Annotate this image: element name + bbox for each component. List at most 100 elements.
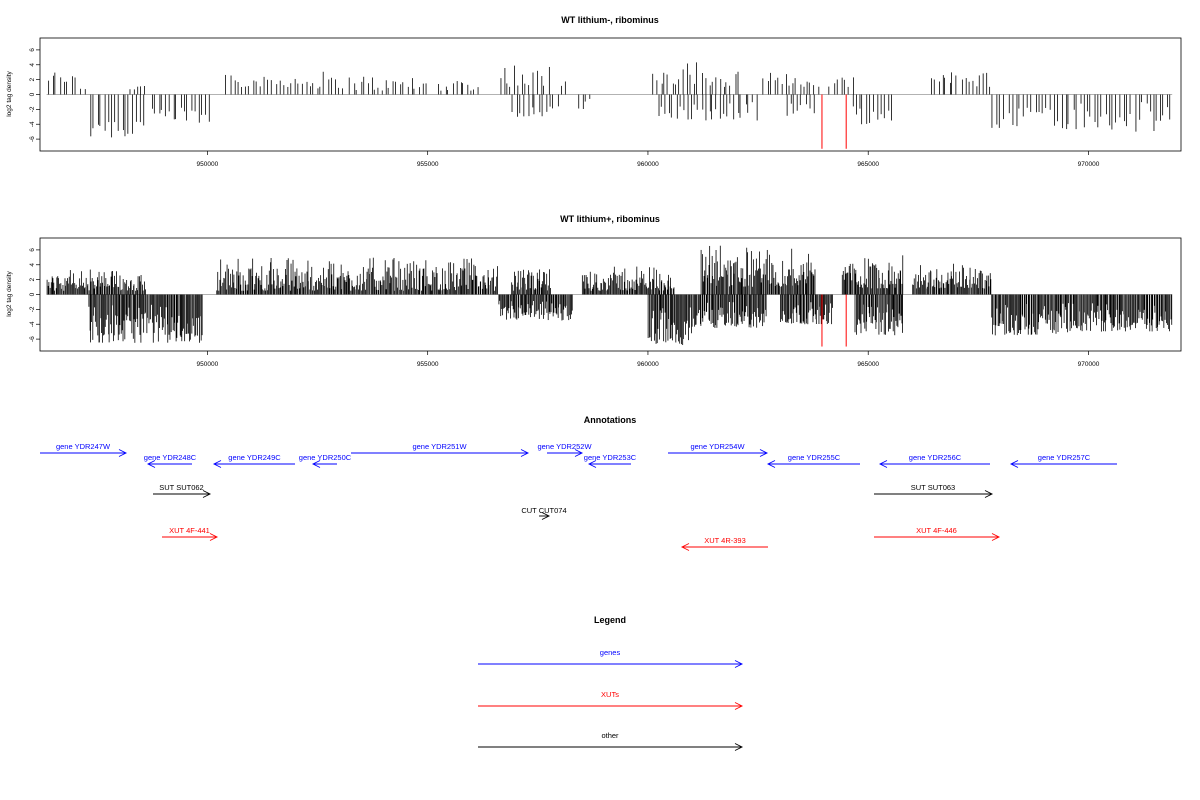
annotation-arrow: gene YDR248C — [144, 453, 197, 468]
y-tick-label: -4 — [29, 321, 36, 327]
annotation-label: gene YDR257C — [1038, 453, 1091, 462]
x-tick-label: 950000 — [197, 161, 219, 168]
y-axis: -6 -4 -2 0 2 4 6 — [29, 48, 40, 142]
annotation-arrow: gene YDR255C — [766, 453, 860, 468]
y-axis-title: log2 tag density — [6, 70, 13, 116]
annotation-arrow: gene YDR252W — [537, 442, 592, 457]
y-tick-label: 6 — [29, 248, 36, 252]
legend-label: genes — [600, 648, 621, 657]
legend: Legend genes XUTs other — [478, 615, 744, 751]
x-tick-label: 960000 — [637, 161, 659, 168]
track-title: WT lithium+, ribominus — [560, 214, 660, 224]
y-tick-label: -6 — [29, 336, 36, 342]
arrow-head — [209, 533, 219, 541]
annotation-arrow: XUT 4R-393 — [680, 536, 768, 551]
annotation-label: XUT 4F-441 — [169, 526, 210, 535]
y-axis: -6 -4 -2 0 2 4 6 — [29, 248, 40, 342]
arrow-head — [680, 543, 690, 551]
x-tick-label: 965000 — [857, 361, 879, 368]
x-tick-label: 970000 — [1078, 361, 1100, 368]
arrow-head — [991, 533, 1001, 541]
track-panel-lithium-plus: WT lithium+, ribominus log2 tag density … — [6, 214, 1182, 368]
annotation-arrow: SUT SUT062 — [153, 483, 212, 498]
annotation-label: gene YDR256C — [909, 453, 962, 462]
annotation-label: gene YDR247W — [56, 442, 111, 451]
annotation-arrow: gene YDR249C — [212, 453, 295, 468]
annotation-arrow: gene YDR257C — [1009, 453, 1117, 468]
y-tick-label: 0 — [29, 292, 36, 296]
annotation-arrow: XUT 4F-441 — [162, 526, 219, 541]
y-tick-label: 2 — [29, 277, 36, 281]
y-tick-label: -2 — [29, 106, 36, 112]
arrow-head — [766, 460, 776, 468]
annotation-items: gene YDR247W gene YDR248C gene YDR249C gene… — [40, 442, 1117, 551]
annotation-label: CUT CUT074 — [521, 506, 566, 515]
annotation-label: gene YDR254W — [690, 442, 745, 451]
x-axis: 950000 955000 960000 965000 970000 — [197, 151, 1100, 168]
annotation-label: gene YDR253C — [584, 453, 637, 462]
legend-entry-xuts: XUTs — [478, 690, 744, 710]
annotation-label: XUT 4F-446 — [916, 526, 957, 535]
x-tick-label: 960000 — [637, 361, 659, 368]
annotation-label: gene YDR255C — [788, 453, 841, 462]
legend-label: other — [601, 731, 619, 740]
arrow-head — [734, 702, 744, 710]
arrow-head — [541, 512, 551, 520]
arrow-head — [520, 449, 530, 457]
annotation-label: gene YDR250C — [299, 453, 352, 462]
x-tick-label: 950000 — [197, 361, 219, 368]
x-tick-label: 970000 — [1078, 161, 1100, 168]
annotation-arrow: gene YDR250C — [299, 453, 352, 468]
annotation-label: gene YDR252W — [537, 442, 592, 451]
arrow-head — [311, 460, 321, 468]
annotation-arrow: gene YDR256C — [878, 453, 990, 468]
legend-items: genes XUTs other — [478, 648, 744, 751]
x-tick-label: 955000 — [417, 361, 439, 368]
arrow-head — [587, 460, 597, 468]
legend-entry-genes: genes — [478, 648, 744, 668]
track-panel-lithium-minus: WT lithium-, ribominus log2 tag density … — [6, 15, 1182, 168]
arrow-head — [734, 743, 744, 751]
annotation-label: SUT SUT062 — [159, 483, 203, 492]
arrow-head — [1009, 460, 1019, 468]
annotation-arrow: gene YDR251W — [351, 442, 530, 457]
arrow-head — [984, 490, 994, 498]
annotation-label: gene YDR248C — [144, 453, 197, 462]
x-axis: 950000 955000 960000 965000 970000 — [197, 351, 1100, 368]
y-tick-label: -4 — [29, 121, 36, 127]
y-tick-label: 2 — [29, 77, 36, 81]
annotation-arrow: gene YDR254W — [668, 442, 769, 457]
arrow-head — [212, 460, 222, 468]
arrow-head — [146, 460, 156, 468]
density-bars — [46, 62, 1173, 149]
x-tick-label: 965000 — [857, 161, 879, 168]
density-bars — [46, 245, 1173, 347]
annotation-label: SUT SUT063 — [911, 483, 955, 492]
x-tick-label: 955000 — [417, 161, 439, 168]
annotations-title: Annotations — [584, 415, 637, 425]
y-axis-title: log2 tag density — [6, 270, 13, 316]
annotation-label: gene YDR249C — [228, 453, 281, 462]
track-title: WT lithium-, ribominus — [561, 15, 659, 25]
y-tick-label: -6 — [29, 136, 36, 142]
arrow-head — [202, 490, 212, 498]
y-tick-label: 0 — [29, 92, 36, 96]
arrow-head — [759, 449, 769, 457]
annotation-arrow: gene YDR253C — [584, 453, 637, 468]
legend-title: Legend — [594, 615, 626, 625]
y-tick-label: -2 — [29, 306, 36, 312]
legend-entry-other: other — [478, 731, 744, 751]
arrow-head — [118, 449, 128, 457]
y-tick-label: 4 — [29, 63, 36, 67]
legend-label: XUTs — [601, 690, 619, 699]
arrow-head — [574, 449, 584, 457]
annotation-arrow: CUT CUT074 — [521, 506, 567, 520]
annotation-label: gene YDR251W — [412, 442, 467, 451]
annotation-arrow: XUT 4F-446 — [874, 526, 1001, 541]
y-tick-label: 6 — [29, 48, 36, 52]
arrow-head — [734, 660, 744, 668]
y-tick-label: 4 — [29, 263, 36, 267]
annotation-label: XUT 4R-393 — [704, 536, 746, 545]
